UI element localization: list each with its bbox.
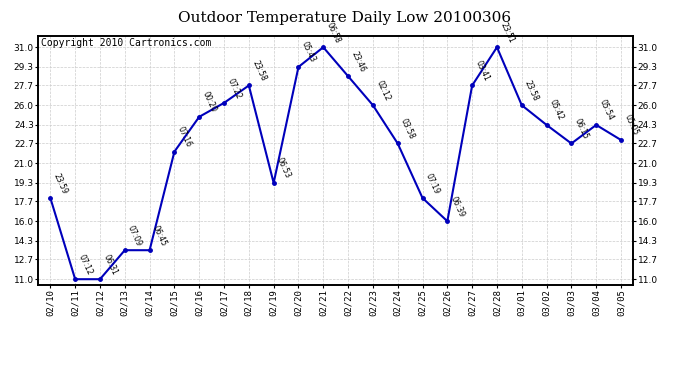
Text: 07:19: 07:19: [424, 172, 442, 195]
Text: 03:41: 03:41: [473, 59, 491, 83]
Text: 06:58: 06:58: [325, 21, 342, 45]
Text: 07:22: 07:22: [226, 76, 243, 100]
Text: 05:54: 05:54: [598, 98, 615, 122]
Text: 07:16: 07:16: [176, 125, 193, 149]
Text: Outdoor Temperature Daily Low 20100306: Outdoor Temperature Daily Low 20100306: [179, 11, 511, 25]
Text: Copyright 2010 Cartronics.com: Copyright 2010 Cartronics.com: [41, 38, 211, 48]
Text: 05:42: 05:42: [548, 99, 565, 122]
Text: 07:09: 07:09: [126, 224, 144, 248]
Text: 05:43: 05:43: [300, 40, 317, 64]
Text: 23:51: 23:51: [498, 21, 515, 45]
Text: 23:58: 23:58: [523, 79, 540, 102]
Text: 06:45: 06:45: [151, 224, 168, 248]
Text: 23:58: 23:58: [250, 59, 268, 83]
Text: 06:39: 06:39: [448, 195, 466, 218]
Text: 03:58: 03:58: [399, 117, 417, 141]
Text: 02:12: 02:12: [374, 79, 392, 102]
Text: 06:15: 06:15: [573, 117, 590, 141]
Text: 06:31: 06:31: [101, 253, 119, 276]
Text: 00:20: 00:20: [201, 90, 218, 114]
Text: 07:12: 07:12: [77, 253, 94, 276]
Text: 23:46: 23:46: [349, 50, 367, 74]
Text: 05:05: 05:05: [622, 114, 640, 137]
Text: 23:59: 23:59: [52, 172, 69, 195]
Text: 06:53: 06:53: [275, 156, 293, 180]
